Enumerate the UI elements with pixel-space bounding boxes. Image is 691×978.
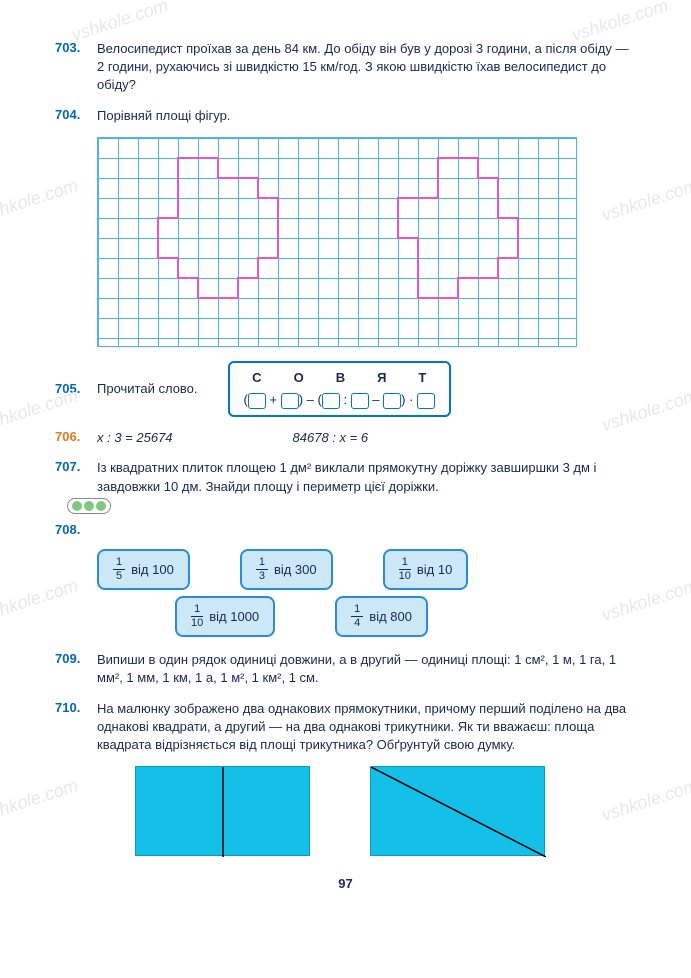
task-text: Порівняй площі фігур. [97,107,636,125]
grid-figures [97,137,577,347]
task-706: 706. x : 3 = 25674 84678 : x = 6 [55,429,636,447]
rect-squares [135,766,310,856]
task-number: 710. [55,700,97,755]
cipher-expression: ( + ) – ( : – ) · [244,391,436,409]
task-710: 710. На малюнку зображено два однакових … [55,700,636,755]
task-709: 709. Випиши в один рядок одиниці довжини… [55,651,636,687]
cipher-box: С О В Я Т ( + ) – ( : – ) · [228,361,452,417]
task-708: 708. [55,522,636,537]
fraction-card: 110від 1000 [175,596,275,637]
task-text: Прочитай слово. С О В Я Т ( + ) – ( : – … [97,361,636,417]
task-707: 707. Із квадратних плиток площею 1 дм² в… [55,459,636,495]
equations: x : 3 = 25674 84678 : x = 6 [97,429,636,447]
rectangles [135,766,636,856]
page-number: 97 [55,876,636,891]
task-text: Випиши в один рядок одиниці довжини, а в… [97,651,636,687]
fraction-card: 110від 10 [383,549,469,590]
task-number: 706. [55,429,97,447]
task-text: На малюнку зображено два однакових прямо… [97,700,636,755]
fraction-row-2: 110від 1000 14від 800 [175,596,636,637]
rect-triangles [370,766,545,856]
cipher-letters: С О В Я Т [244,369,436,387]
task-text: Із квадратних плиток площею 1 дм² виклал… [97,459,636,495]
task-705: 705. Прочитай слово. С О В Я Т ( + ) – (… [55,361,636,417]
fraction-row-1: 15від 100 13від 300 110від 10 [97,549,636,590]
fraction-card: 15від 100 [97,549,190,590]
fraction-card: 14від 800 [335,596,428,637]
fraction-card: 13від 300 [240,549,333,590]
task-703: 703. Велосипедист проїхав за день 84 км.… [55,40,636,95]
equation-2: 84678 : x = 6 [293,429,369,447]
task-number: 703. [55,40,97,95]
task-number: 709. [55,651,97,687]
task-number: 704. [55,107,97,125]
task-number: 707. [55,459,97,495]
equation-1: x : 3 = 25674 [97,429,173,447]
task-number: 705. [55,381,97,396]
traffic-light-icon [67,498,111,514]
task-704: 704. Порівняй площі фігур. [55,107,636,125]
task-number: 708. [55,522,97,537]
task-text: Велосипедист проїхав за день 84 км. До о… [97,40,636,95]
read-word-label: Прочитай слово. [97,380,198,398]
